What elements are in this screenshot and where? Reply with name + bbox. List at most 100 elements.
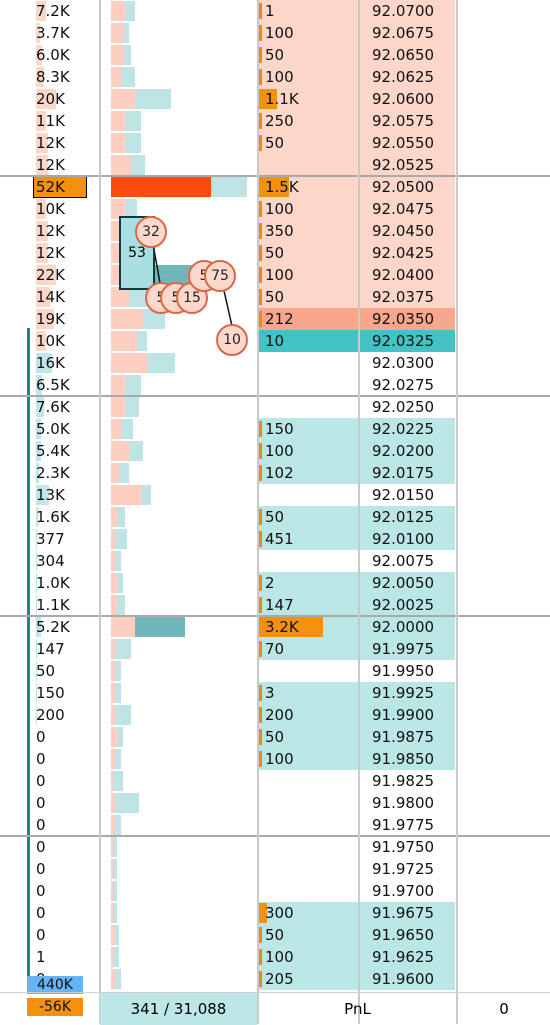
ladder-row[interactable]: 0 91.9775	[0, 814, 550, 836]
ladder-row[interactable]: 0 100 91.9850	[0, 748, 550, 770]
ladder-row[interactable]: 5.0K 150 92.0225	[0, 418, 550, 440]
price-cell[interactable]: 92.0025	[360, 594, 455, 616]
order-cell[interactable]: 2	[259, 572, 359, 594]
order-cell[interactable]: 50	[259, 286, 359, 308]
order-cell[interactable]: 150	[259, 418, 359, 440]
price-cell[interactable]: 92.0075	[360, 550, 455, 572]
price-cell[interactable]: 91.9700	[360, 880, 455, 902]
order-cell[interactable]: 100	[259, 264, 359, 286]
ladder-row[interactable]: 377 451 92.0100	[0, 528, 550, 550]
order-cell[interactable]: 50	[259, 924, 359, 946]
ladder-row[interactable]: 6.5K 92.0275	[0, 374, 550, 396]
price-cell[interactable]: 92.0125	[360, 506, 455, 528]
order-cell[interactable]: 205	[259, 968, 359, 990]
price-cell[interactable]: 92.0400	[360, 264, 455, 286]
order-cell[interactable]: 50	[259, 726, 359, 748]
order-cell[interactable]: 1.1K	[259, 88, 359, 110]
order-cell[interactable]: 200	[259, 704, 359, 726]
ladder-row[interactable]: 6.0K 50 92.0650	[0, 44, 550, 66]
price-cell[interactable]: 92.0050	[360, 572, 455, 594]
ladder-row[interactable]: 20K 1.1K 92.0600	[0, 88, 550, 110]
order-cell[interactable]: 70	[259, 638, 359, 660]
ladder-row[interactable]: 0 300 91.9675	[0, 902, 550, 924]
price-cell[interactable]: 91.9850	[360, 748, 455, 770]
price-cell[interactable]: 92.0300	[360, 352, 455, 374]
order-cell[interactable]: 10	[259, 330, 359, 352]
trade-bubble[interactable]: 32	[135, 216, 167, 248]
price-cell[interactable]: 91.9650	[360, 924, 455, 946]
order-cell[interactable]: 50	[259, 44, 359, 66]
price-cell[interactable]: 92.0000	[360, 616, 455, 638]
order-cell[interactable]: 100	[259, 198, 359, 220]
price-cell[interactable]: 91.9975	[360, 638, 455, 660]
ladder-row[interactable]: 8.3K 100 92.0625	[0, 66, 550, 88]
ladder-row[interactable]: 1.0K 2 92.0050	[0, 572, 550, 594]
price-cell[interactable]: 92.0475	[360, 198, 455, 220]
ladder-row[interactable]: 11K 250 92.0575	[0, 110, 550, 132]
ladder-row[interactable]: 10K 10 92.0325	[0, 330, 550, 352]
price-cell[interactable]: 92.0675	[360, 22, 455, 44]
ladder-row[interactable]: 5.2K 3.2K 92.0000	[0, 616, 550, 638]
price-cell[interactable]: 92.0200	[360, 440, 455, 462]
ladder-row[interactable]: 10K 100 92.0475	[0, 198, 550, 220]
order-cell[interactable]	[259, 154, 359, 176]
ladder-row[interactable]: 0 50 91.9875	[0, 726, 550, 748]
ladder-row[interactable]: 12K 50 92.0425	[0, 242, 550, 264]
price-cell[interactable]: 92.0425	[360, 242, 455, 264]
price-cell[interactable]: 91.9950	[360, 660, 455, 682]
ladder-row[interactable]: 52K 1.5K 92.0500	[0, 176, 550, 198]
trade-bubble[interactable]: 10	[216, 324, 248, 356]
price-cell[interactable]: 91.9675	[360, 902, 455, 924]
price-cell[interactable]: 92.0175	[360, 462, 455, 484]
trade-bubble[interactable]: 75	[204, 260, 236, 292]
order-cell[interactable]: 50	[259, 242, 359, 264]
price-cell[interactable]: 92.0225	[360, 418, 455, 440]
ladder-row[interactable]: 7.2K 1 92.0700	[0, 0, 550, 22]
ladder-row[interactable]: 16K 92.0300	[0, 352, 550, 374]
ladder-row[interactable]: 304 92.0075	[0, 550, 550, 572]
order-cell[interactable]: 350	[259, 220, 359, 242]
ladder-row[interactable]: 7.6K 92.0250	[0, 396, 550, 418]
price-cell[interactable]: 91.9600	[360, 968, 455, 990]
ladder-row[interactable]: 200 200 91.9900	[0, 704, 550, 726]
price-cell[interactable]: 92.0700	[360, 0, 455, 22]
ladder-row[interactable]: 020591.9600	[0, 968, 550, 990]
order-cell[interactable]: 3.2K	[259, 616, 359, 638]
order-cell[interactable]: 100	[259, 440, 359, 462]
price-cell[interactable]: 91.9925	[360, 682, 455, 704]
ladder-row[interactable]: 0 50 91.9650	[0, 924, 550, 946]
price-cell[interactable]: 91.9775	[360, 814, 455, 836]
order-cell[interactable]: 212	[259, 308, 359, 330]
order-cell[interactable]: 102	[259, 462, 359, 484]
price-cell[interactable]: 92.0650	[360, 44, 455, 66]
ladder-row[interactable]: 3.7K 100 92.0675	[0, 22, 550, 44]
price-cell[interactable]: 91.9725	[360, 858, 455, 880]
price-cell[interactable]: 92.0150	[360, 484, 455, 506]
ladder-row[interactable]: 2.3K 102 92.0175	[0, 462, 550, 484]
ladder-row[interactable]: 0 91.9725	[0, 858, 550, 880]
order-cell[interactable]: 3	[259, 682, 359, 704]
order-cell[interactable]: 147	[259, 594, 359, 616]
ladder-row[interactable]: 0 91.9750	[0, 836, 550, 858]
price-cell[interactable]: 92.0600	[360, 88, 455, 110]
order-cell[interactable]: 100	[259, 66, 359, 88]
ladder-row[interactable]: 1 100 91.9625	[0, 946, 550, 968]
price-cell[interactable]: 92.0350	[360, 308, 455, 330]
ladder-row[interactable]: 5.4K 100 92.0200	[0, 440, 550, 462]
ladder-row[interactable]: 22K 100 92.0400	[0, 264, 550, 286]
ladder-row[interactable]: 13K 92.0150	[0, 484, 550, 506]
order-cell[interactable]: 100	[259, 946, 359, 968]
price-cell[interactable]: 92.0375	[360, 286, 455, 308]
price-cell[interactable]: 91.9625	[360, 946, 455, 968]
price-cell[interactable]: 91.9750	[360, 836, 455, 858]
ladder-row[interactable]: 147 70 91.9975	[0, 638, 550, 660]
ladder-row[interactable]: 50 91.9950	[0, 660, 550, 682]
price-cell[interactable]: 91.9900	[360, 704, 455, 726]
price-cell[interactable]: 92.0625	[360, 66, 455, 88]
ladder-row[interactable]: 14K 50 92.0375	[0, 286, 550, 308]
ladder-row[interactable]: 19K 212 92.0350	[0, 308, 550, 330]
ladder-row[interactable]: 1.6K 50 92.0125	[0, 506, 550, 528]
order-cell[interactable]: 250	[259, 110, 359, 132]
price-cell[interactable]: 92.0250	[360, 396, 455, 418]
order-cell[interactable]: 1.5K	[259, 176, 359, 198]
